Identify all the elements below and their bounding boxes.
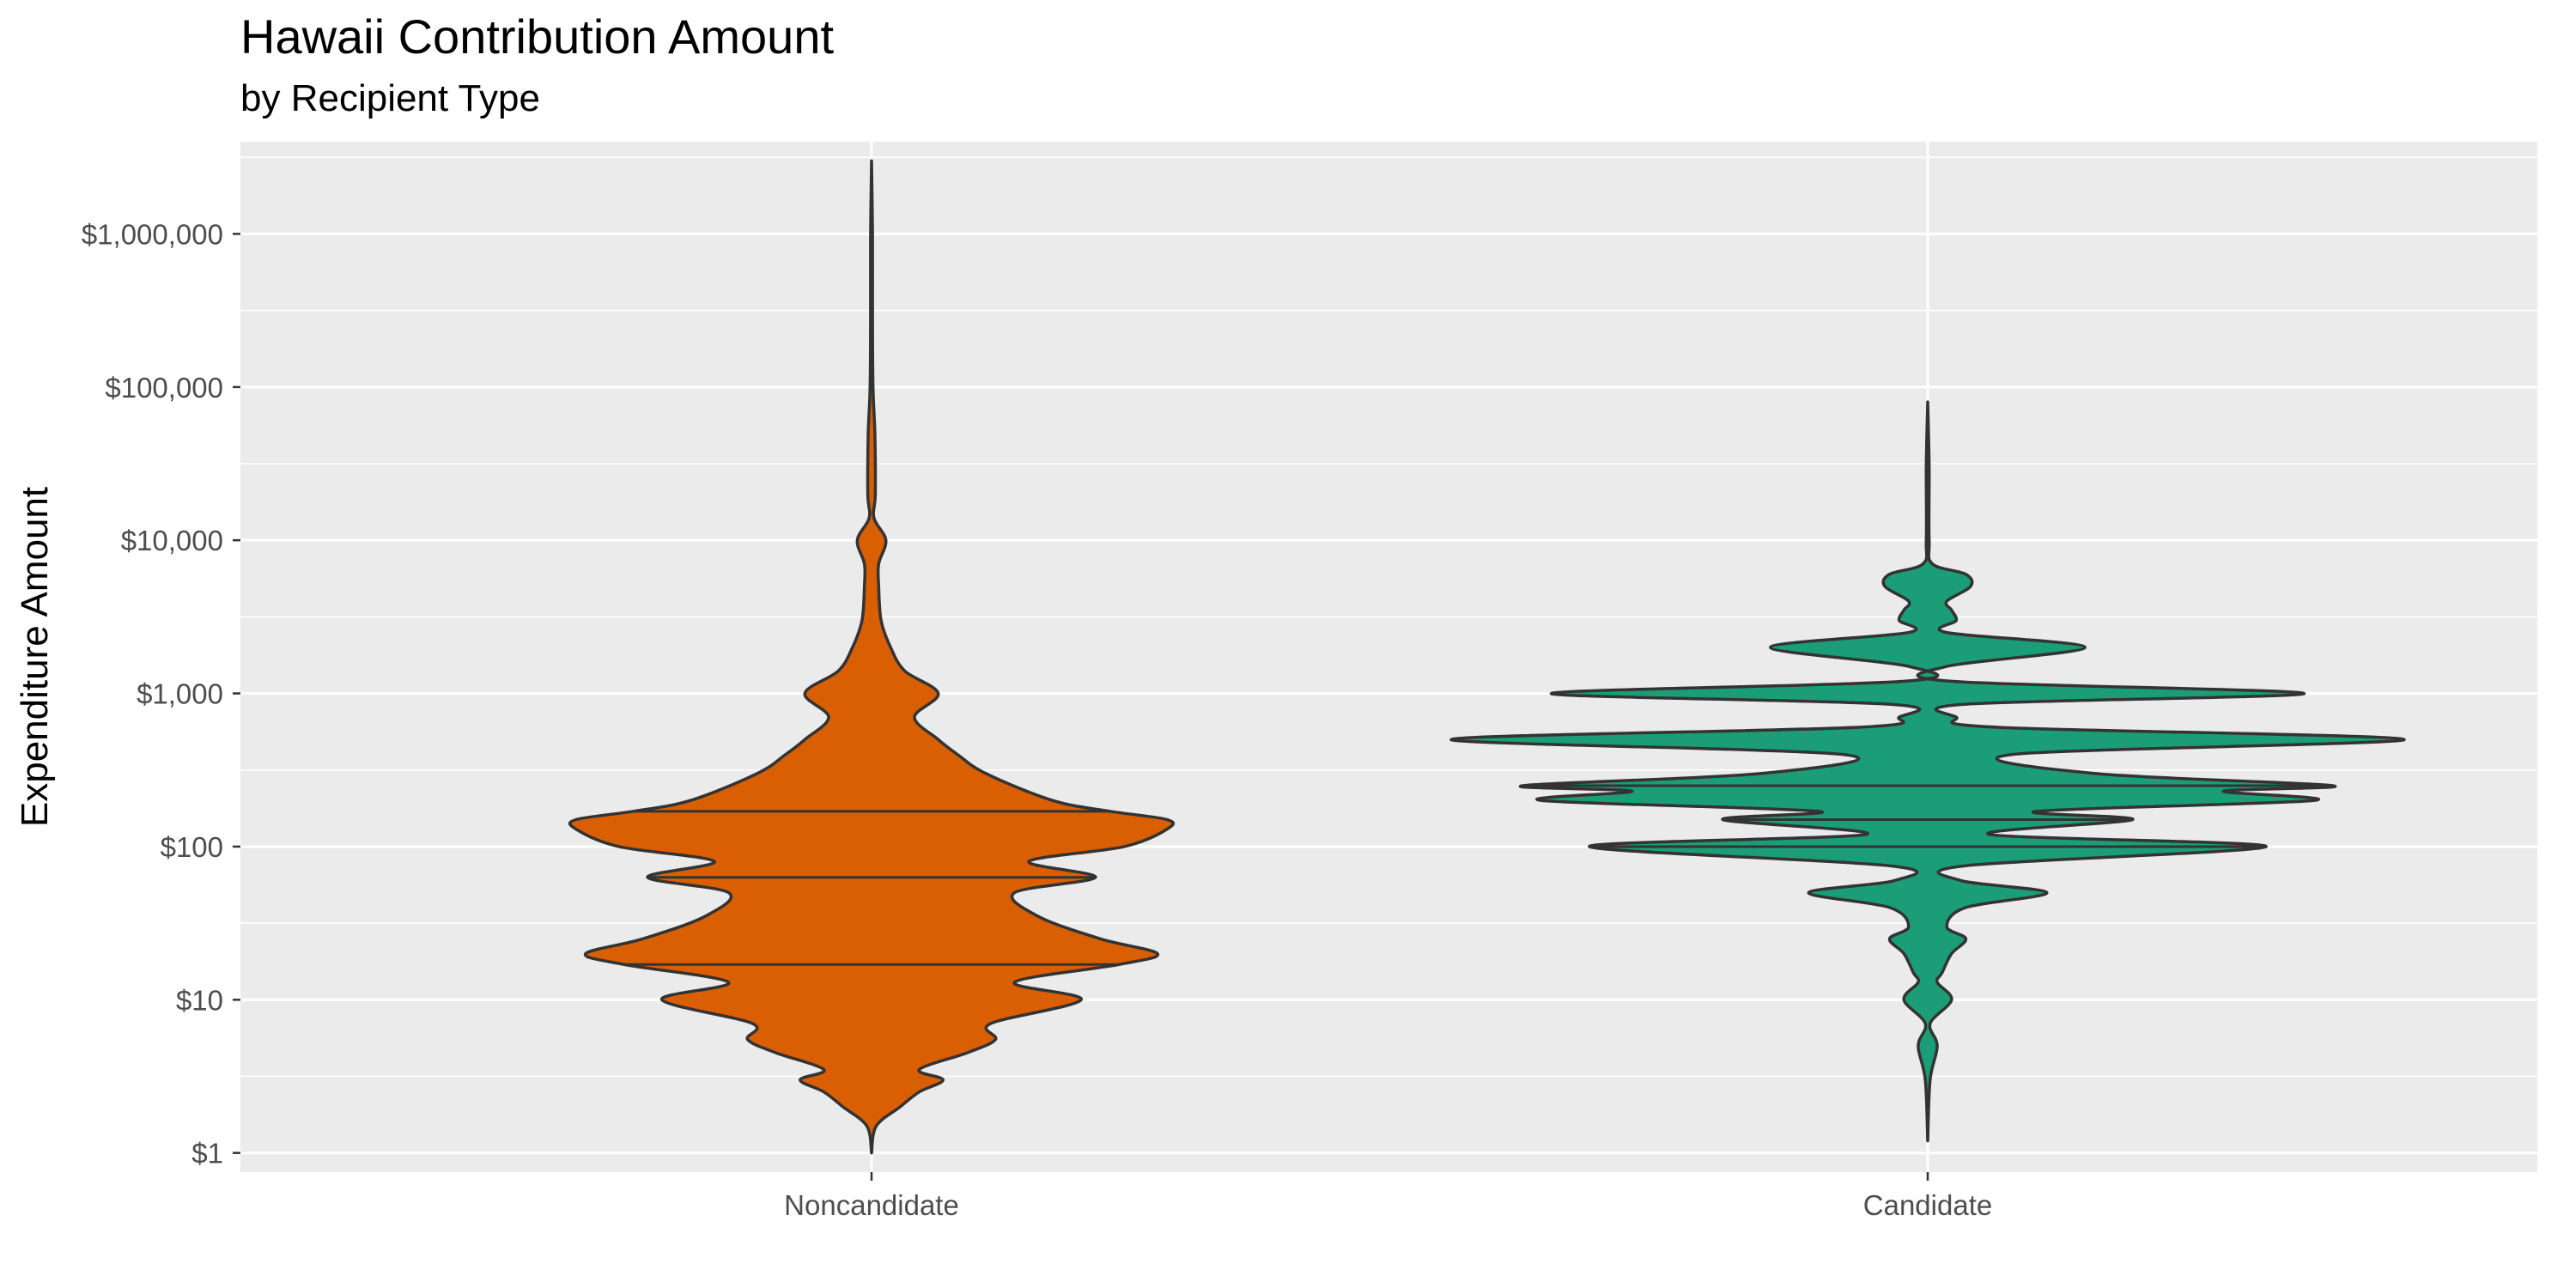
y-tick-label: $10 (176, 984, 223, 1016)
x-tick-label: Candidate (1863, 1189, 1992, 1221)
y-tick-label: $1 (191, 1138, 223, 1170)
violin-candidate (1449, 400, 2406, 1143)
y-tick-label: $100 (161, 831, 223, 863)
y-tick-label: $10,000 (121, 525, 223, 556)
chart-subtitle: by Recipient Type (240, 77, 540, 119)
y-tick-label: $1,000,000 (82, 218, 223, 250)
axes: $1 $10 $100 $1,000 $10,000 $100,000 $1,000,000… (82, 218, 1992, 1221)
chart-title: Hawaii Contribution Amount (240, 9, 835, 64)
y-tick-label: $100,000 (105, 372, 223, 404)
violin-noncandidate (568, 159, 1176, 1155)
y-axis-title: Expenditure Amount (14, 487, 56, 827)
plot-panel (240, 142, 2537, 1172)
y-tick-label: $1,000 (137, 678, 223, 710)
violin-layer (568, 159, 2406, 1155)
x-tick-label: Noncandidate (784, 1189, 959, 1221)
